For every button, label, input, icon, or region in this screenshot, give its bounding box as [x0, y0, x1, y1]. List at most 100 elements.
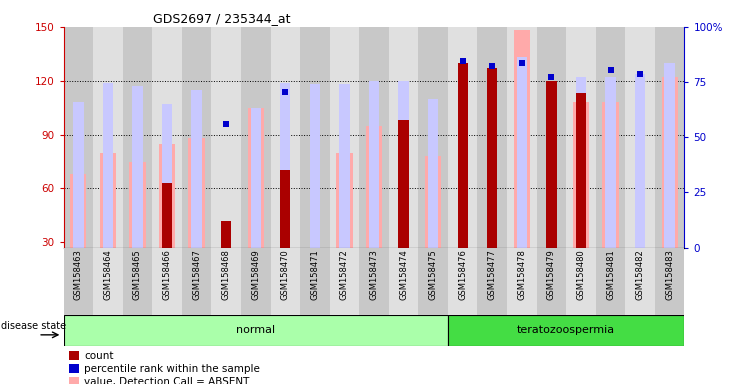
Bar [359, 248, 389, 315]
Bar [94, 27, 123, 248]
Bar [576, 77, 586, 248]
Text: normal: normal [236, 325, 275, 335]
Bar [448, 27, 477, 248]
Bar [514, 30, 530, 248]
Text: GSM158471: GSM158471 [310, 249, 319, 300]
Text: GSM158477: GSM158477 [488, 249, 497, 300]
Bar [70, 174, 87, 248]
Bar [102, 83, 113, 248]
Bar [280, 83, 290, 248]
Bar [546, 81, 557, 248]
Bar [477, 248, 507, 315]
Text: GSM158466: GSM158466 [162, 249, 171, 300]
Bar [536, 248, 566, 315]
Bar [129, 162, 146, 248]
Bar [340, 84, 349, 248]
Bar [366, 126, 382, 248]
Bar [182, 27, 212, 248]
Bar [271, 27, 300, 248]
Bar [182, 248, 212, 315]
Bar [369, 81, 379, 248]
Bar [389, 248, 418, 315]
Bar [359, 27, 389, 248]
Text: GSM158464: GSM158464 [103, 249, 112, 300]
Text: disease state: disease state [1, 321, 67, 331]
Bar [330, 248, 359, 315]
Bar [595, 27, 625, 248]
Bar [487, 68, 497, 248]
Text: GSM158467: GSM158467 [192, 249, 201, 300]
Bar [566, 248, 595, 315]
Bar [654, 248, 684, 315]
Text: GSM158483: GSM158483 [665, 249, 674, 300]
Bar [123, 27, 153, 248]
Bar [64, 315, 448, 346]
Bar [212, 27, 241, 248]
Bar [191, 90, 202, 248]
Bar [477, 27, 507, 248]
Text: GSM158475: GSM158475 [429, 249, 438, 300]
Bar [248, 108, 264, 248]
Bar [271, 248, 300, 315]
Bar [595, 248, 625, 315]
Bar [212, 248, 241, 315]
Bar [664, 63, 675, 248]
Bar [517, 57, 527, 248]
Bar [280, 170, 290, 248]
Bar [576, 93, 586, 248]
Bar [188, 138, 205, 248]
Bar [153, 248, 182, 315]
Text: GSM158469: GSM158469 [251, 249, 260, 300]
Bar [661, 77, 678, 248]
Text: GSM158479: GSM158479 [547, 249, 556, 300]
Bar [162, 104, 172, 248]
Bar [507, 27, 536, 248]
Bar [458, 63, 468, 248]
Bar [573, 102, 589, 248]
Bar [153, 27, 182, 248]
Text: GSM158463: GSM158463 [74, 249, 83, 300]
Bar [310, 84, 320, 248]
Bar [399, 81, 408, 248]
Text: GSM158482: GSM158482 [636, 249, 645, 300]
Bar [132, 86, 143, 248]
Bar [625, 27, 654, 248]
Bar [418, 27, 448, 248]
Bar [64, 248, 94, 315]
Bar [507, 248, 536, 315]
Text: GSM158470: GSM158470 [280, 249, 289, 300]
Bar [448, 315, 684, 346]
Bar [241, 27, 271, 248]
Bar [221, 221, 231, 248]
Bar [566, 27, 595, 248]
Text: GSM158472: GSM158472 [340, 249, 349, 300]
Bar [635, 74, 646, 248]
Legend: count, percentile rank within the sample, value, Detection Call = ABSENT, rank, : count, percentile rank within the sample… [69, 351, 260, 384]
Bar [605, 77, 616, 248]
Text: GSM158481: GSM158481 [606, 249, 615, 300]
Bar [602, 102, 619, 248]
Bar [123, 248, 153, 315]
Bar [448, 248, 477, 315]
Text: teratozoospermia: teratozoospermia [517, 325, 615, 335]
Text: GSM158468: GSM158468 [221, 249, 230, 300]
Bar [546, 81, 557, 248]
Bar [654, 27, 684, 248]
Bar [536, 27, 566, 248]
Bar [99, 152, 116, 248]
Bar [64, 27, 94, 248]
Bar [300, 27, 330, 248]
Text: GSM158473: GSM158473 [370, 249, 378, 300]
Bar [337, 152, 352, 248]
Bar [625, 248, 654, 315]
Bar [241, 248, 271, 315]
Bar [425, 156, 441, 248]
Text: GSM158480: GSM158480 [577, 249, 586, 300]
Bar [300, 248, 330, 315]
Bar [389, 27, 418, 248]
Bar [418, 248, 448, 315]
Text: GDS2697 / 235344_at: GDS2697 / 235344_at [153, 12, 291, 25]
Text: GSM158478: GSM158478 [518, 249, 527, 300]
Bar [251, 108, 261, 248]
Bar [330, 27, 359, 248]
